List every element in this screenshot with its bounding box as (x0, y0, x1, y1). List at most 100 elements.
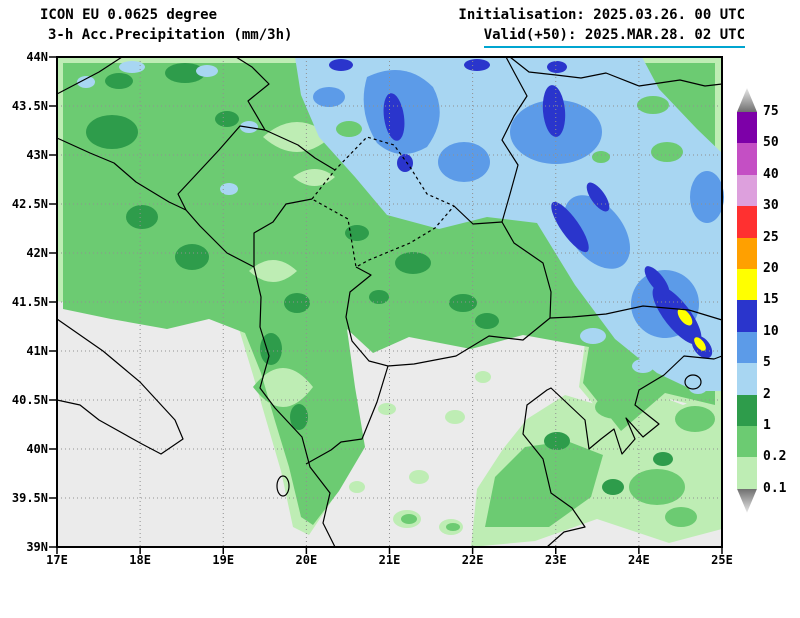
precip-area-b3 (586, 182, 610, 212)
precip-area-b3 (397, 154, 413, 172)
precip-area-g2 (401, 514, 417, 524)
precip-area-g3 (449, 294, 477, 312)
precip-area-b2 (690, 171, 724, 223)
legend-band (737, 206, 757, 238)
border-albania-greece (305, 365, 389, 465)
legend-value-label: 50 (763, 135, 779, 151)
lat-tick-label: 43N (26, 148, 48, 162)
precip-area-g3 (86, 115, 138, 149)
legend-value-label: 1 (763, 418, 771, 433)
precip-area-g3 (544, 432, 570, 450)
precip-area-b2 (313, 87, 345, 107)
legend-band (737, 300, 757, 332)
border-kosovo (311, 136, 455, 268)
border-montenegro-serbia (264, 129, 336, 171)
precip-area-b3 (542, 85, 566, 137)
lon-tick-label: 17E (46, 553, 68, 567)
lon-tick-label: 21E (378, 553, 401, 567)
precip-area-b3 (644, 266, 670, 296)
lat-tick-label: 43.5N (11, 99, 48, 113)
precip-area-g3 (395, 252, 431, 274)
lat-tick-label: 42.5N (11, 197, 48, 211)
precip-area-g2 (595, 395, 639, 419)
lon-tick-label: 19E (212, 553, 235, 567)
coastline-aegean (522, 355, 723, 548)
lat-tick-label: 39.5N (11, 491, 48, 505)
coastline-adriatic (56, 137, 336, 548)
precip-area-y1 (677, 308, 693, 326)
valid-time-label: Valid(+50): 2025.MAR.28. 02 UTC (483, 26, 745, 48)
legend-value-label: 15 (763, 292, 779, 308)
legend-value-label: 0.2 (763, 449, 787, 465)
lat-tick-label: 40N (26, 442, 48, 456)
precip-area-g2 (336, 121, 362, 137)
legend-band (737, 143, 757, 175)
lat-tick-label: 44N (26, 50, 48, 64)
precip-area-g3 (165, 63, 205, 83)
precip-area-g1 (378, 403, 396, 415)
legend-band (737, 457, 757, 489)
init-time-label: Initialisation: 2025.03.26. 00 UTC (458, 7, 745, 23)
map-frame-border (56, 56, 723, 548)
legend-band (737, 174, 757, 207)
legend-value-label: 5 (763, 355, 771, 371)
precip-area-g2 (637, 96, 669, 114)
precip-area-g2 (651, 142, 683, 162)
lon-tick-label: 24E (628, 553, 650, 567)
border-macedonia-greece (387, 317, 551, 367)
model-title: ICON EU 0.0625 degree (40, 7, 218, 23)
border-montenegro-albania (253, 198, 313, 267)
legend-arrow-up-icon (737, 88, 757, 112)
precip-area-g1 (475, 371, 491, 383)
precip-area-g2 (675, 406, 715, 432)
precip-area-b1 (119, 61, 145, 73)
precip-area-y1 (694, 337, 706, 351)
precip-area-b3 (464, 59, 490, 71)
border-macedonia-serbia (453, 205, 503, 225)
legend-band (737, 394, 757, 426)
precip-area-b1 (632, 359, 654, 373)
colorbar (737, 88, 757, 513)
legend-band (737, 112, 757, 144)
lat-tick-label: 41.5N (11, 295, 48, 309)
precip-area-g3 (215, 111, 239, 127)
border-montenegro-bosnia (177, 125, 266, 211)
legend-band (737, 425, 757, 458)
lon-tick-label: 23E (544, 553, 567, 567)
lon-tick-label: 25E (711, 553, 733, 567)
precip-area-b3 (652, 285, 702, 345)
lat-tick-label: 39N (26, 540, 48, 554)
precip-area-b1 (220, 183, 238, 195)
legend-band (737, 331, 757, 364)
legend-value-label: 2 (763, 386, 771, 402)
island-thasos (684, 374, 702, 390)
island-corfu (276, 475, 290, 497)
precip-area-g2 (665, 507, 697, 527)
legend-band (737, 268, 757, 301)
precip-area-g3 (105, 73, 133, 89)
precip-area-g3 (260, 333, 282, 365)
precip-area-g3 (602, 479, 624, 495)
coastline-italy-heel (56, 318, 184, 455)
legend-value-label: 25 (763, 229, 779, 245)
legend-value-label: 30 (763, 198, 779, 214)
legend-value-label: 75 (763, 104, 779, 119)
precip-area-b1 (77, 76, 95, 88)
product-title: 3-h Acc.Precipitation (mm/3h) (48, 27, 293, 43)
precip-area-g2 (485, 441, 603, 527)
precip-area-b3 (551, 201, 589, 253)
precip-area-b3 (329, 59, 353, 71)
precip-area-g3 (369, 290, 389, 304)
precip-area-b3 (547, 61, 567, 73)
precip-area-g3 (284, 293, 310, 313)
precip-area-g3 (653, 452, 673, 466)
precip-area-g2 (629, 469, 685, 505)
border-serbia-bulgaria (501, 56, 528, 223)
border-serbia-bosnia (235, 56, 270, 131)
precip-area-g3 (290, 404, 308, 430)
lon-tick-label: 20E (295, 553, 318, 567)
precip-area-g1 (349, 481, 365, 493)
header-line-1: ICON EU 0.0625 degree Initialisation: 20… (40, 6, 745, 25)
header-line-2: 3-h Acc.Precipitation (mm/3h) Valid(+50)… (40, 26, 745, 48)
